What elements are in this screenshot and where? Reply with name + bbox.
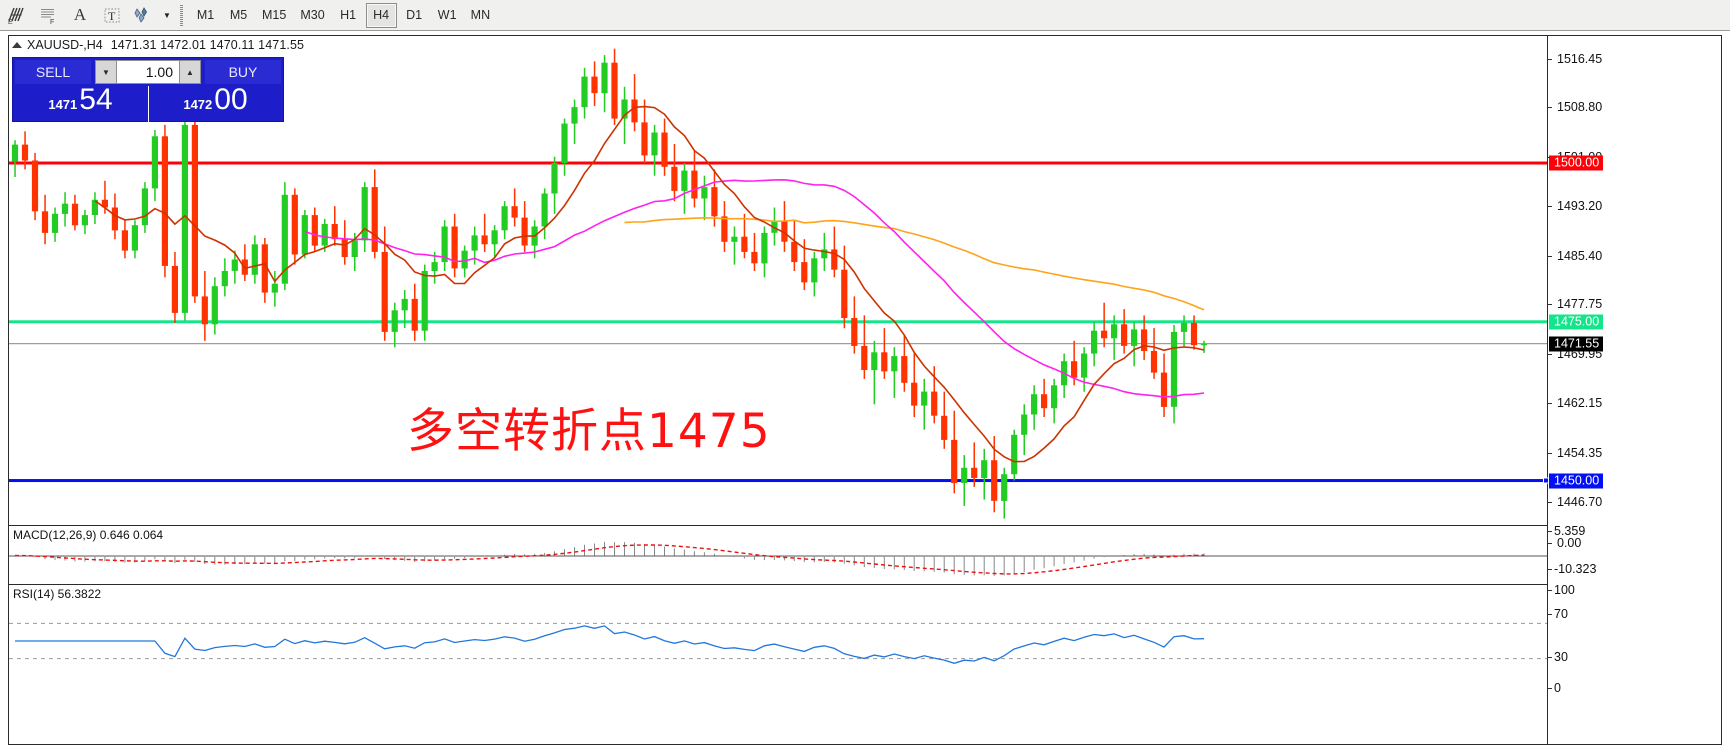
price-tick: 1454.35: [1548, 446, 1602, 460]
svg-text:F: F: [50, 19, 54, 25]
oct-top-row: SELL ▼ 1.00 ▲ BUY: [13, 58, 283, 84]
sell-price-decimal: 54: [79, 83, 113, 116]
buy-button[interactable]: BUY: [205, 60, 281, 84]
main-toolbar: E F A T ▼ M1 M5 M15 M30 H1 H4 D1 W1 MN: [0, 0, 1730, 31]
timeframe-d1[interactable]: D1: [406, 8, 423, 22]
pivot-level-label[interactable]: 1475.00: [1549, 314, 1604, 330]
svg-text:E: E: [8, 19, 13, 25]
macd-tick: -10.323: [1548, 562, 1596, 576]
price-tick: 1508.80: [1548, 100, 1602, 114]
buy-price-decimal: 00: [214, 83, 248, 116]
symbol-label: XAUUSD-,H4: [27, 38, 103, 52]
timeframe-h4[interactable]: H4: [365, 2, 397, 28]
price-tick: 1446.70: [1548, 495, 1602, 509]
resistance-level-label[interactable]: 1500.00: [1549, 155, 1604, 171]
indicators-icon[interactable]: E: [0, 1, 32, 30]
macd-tick: 0.00: [1548, 536, 1581, 550]
timeframe-m30[interactable]: M30: [300, 8, 325, 22]
price-tick: 1493.20: [1548, 199, 1602, 213]
price-tick: 1485.40: [1548, 249, 1602, 263]
timeframe-mn[interactable]: MN: [470, 8, 491, 22]
volume-input[interactable]: 1.00: [117, 60, 179, 84]
rsi-tick: 100: [1548, 583, 1575, 597]
support-level-label[interactable]: 1450.00: [1543, 473, 1604, 488]
timeframe-h1[interactable]: H1: [340, 8, 357, 22]
objects-dropdown-caret[interactable]: ▼: [163, 10, 171, 20]
text-object-icon[interactable]: T: [96, 1, 128, 30]
timeframe-m5[interactable]: M5: [229, 8, 248, 22]
price-axis[interactable]: 1516.451508.801501.001493.201485.401477.…: [1543, 36, 1721, 744]
time-axis[interactable]: 10 Oct 201914 Oct 12:0016 Oct 12:0018 Oc…: [9, 744, 1721, 745]
level-drag-handle[interactable]: [1543, 477, 1549, 484]
chart-window[interactable]: XAUUSD-,H4 1471.31 1472.01 1470.11 1471.…: [8, 35, 1722, 745]
ohlc-values: 1471.31 1472.01 1470.11 1471.55: [110, 38, 305, 52]
svg-text:T: T: [108, 9, 116, 23]
current-price-label[interactable]: 1471.55: [1549, 336, 1604, 352]
macd-pane[interactable]: MACD(12,26,9) 0.646 0.064: [9, 525, 1547, 584]
timeframe-m15[interactable]: M15: [262, 8, 287, 22]
macd-tick: 5.359: [1548, 524, 1585, 538]
macd-plot: [9, 541, 1547, 576]
sell-price-integer: 1471: [48, 97, 78, 112]
buy-price-integer: 1472: [183, 97, 213, 112]
rsi-tick: 70: [1548, 607, 1568, 621]
text-label-icon[interactable]: A: [73, 5, 87, 24]
timeframe-w1[interactable]: W1: [437, 8, 457, 22]
crosshair-grid-icon[interactable]: F: [32, 1, 64, 30]
chart-annotation-text: 多空转折点1475: [407, 404, 771, 459]
price-tick: 1477.75: [1548, 297, 1602, 311]
oct-divider: [148, 86, 149, 123]
oct-price-row: 1471 54 1472 00: [13, 85, 283, 122]
rsi-label: RSI(14) 56.3822: [13, 587, 102, 601]
rsi-tick: 30: [1548, 650, 1568, 664]
volume-stepper[interactable]: ▼ 1.00 ▲: [95, 60, 201, 84]
sell-price[interactable]: 1471 54: [13, 85, 148, 122]
macd-label: MACD(12,26,9) 0.646 0.064: [13, 528, 164, 542]
volume-up-button[interactable]: ▲: [179, 60, 201, 84]
price-tick: 1462.15: [1548, 396, 1602, 410]
timeframe-m1[interactable]: M1: [196, 8, 215, 22]
one-click-trading-panel[interactable]: SELL ▼ 1.00 ▲ BUY 1471 54 1472 00: [12, 57, 284, 123]
rsi-pane[interactable]: RSI(14) 56.3822: [9, 584, 1547, 694]
price-plot: [9, 48, 1547, 519]
sell-button[interactable]: SELL: [15, 60, 91, 84]
toolbar-separator: [177, 4, 186, 26]
objects-list-icon[interactable]: [128, 1, 160, 30]
price-tick: 1516.45: [1548, 52, 1602, 66]
rsi-tick: 0: [1548, 681, 1561, 695]
chart-symbol-bar: XAUUSD-,H4 1471.31 1472.01 1470.11 1471.…: [9, 36, 1721, 54]
collapse-triangle-icon[interactable]: [12, 42, 22, 48]
buy-price[interactable]: 1472 00: [148, 85, 283, 122]
rsi-plot: [9, 622, 1547, 664]
volume-down-button[interactable]: ▼: [95, 60, 117, 84]
